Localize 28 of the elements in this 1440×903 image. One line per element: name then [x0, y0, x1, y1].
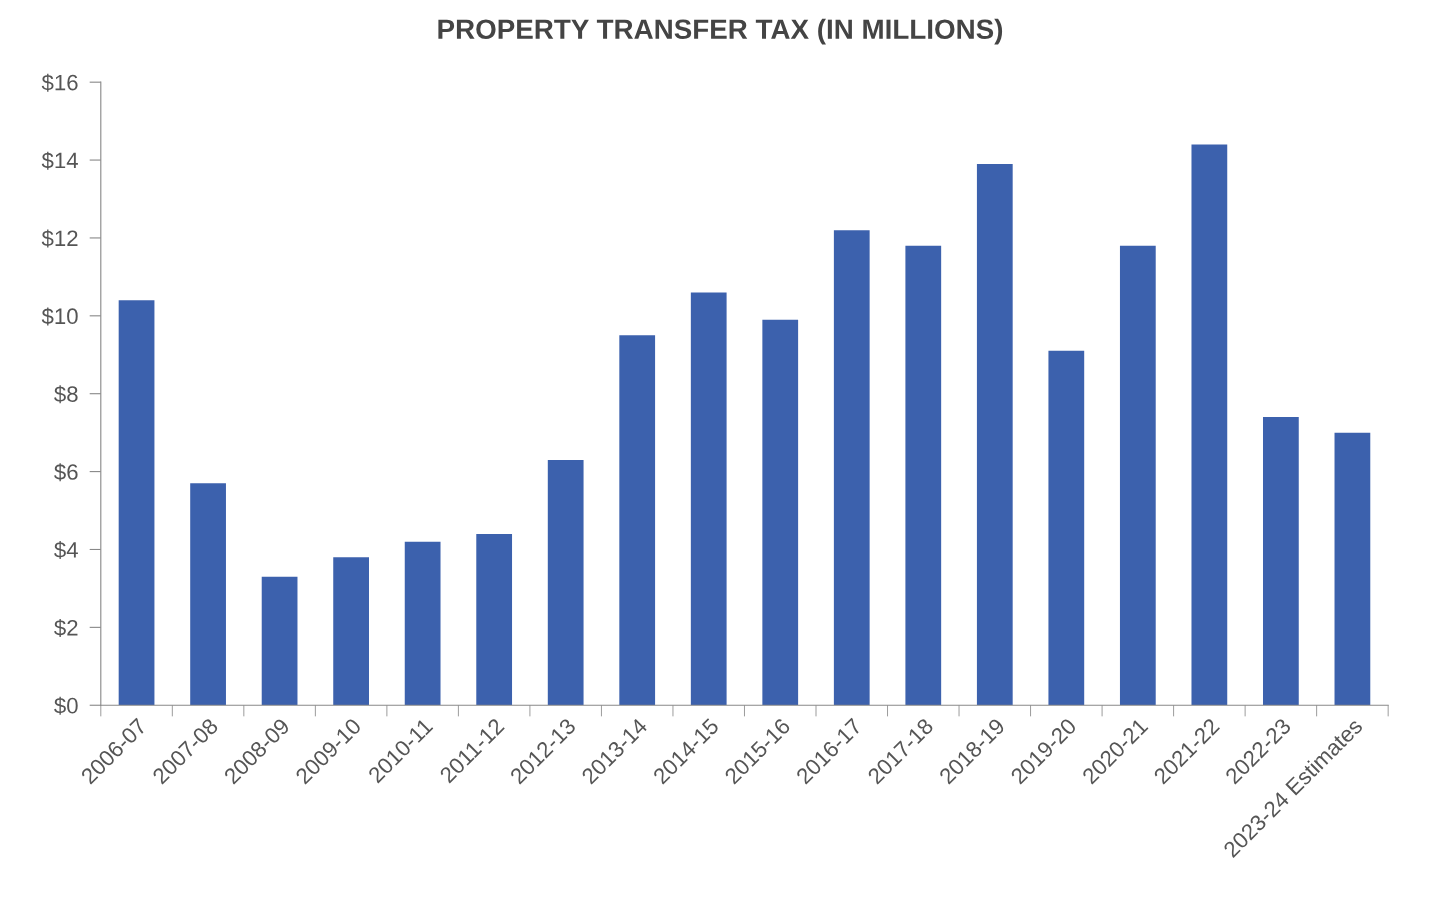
- chart-title: PROPERTY TRANSFER TAX (IN MILLIONS): [438, 18, 1003, 45]
- y-tick-label: $10: [41, 307, 78, 326]
- bar: [1263, 417, 1299, 706]
- bar: [190, 483, 226, 706]
- bar: [690, 292, 727, 706]
- bar: [404, 541, 441, 706]
- y-tick-label: $16: [41, 73, 78, 92]
- y-tick-label: $2: [54, 618, 78, 637]
- y-tick-label: $12: [41, 229, 78, 248]
- bar: [476, 533, 513, 706]
- y-tick-label: $6: [54, 463, 78, 482]
- bar: [1048, 350, 1085, 706]
- bar: [833, 230, 870, 706]
- bar: [1191, 144, 1228, 706]
- bar: [261, 576, 298, 706]
- y-tick-label: $8: [54, 385, 78, 404]
- bar: [619, 335, 656, 706]
- y-tick-label: $14: [41, 151, 78, 170]
- bar: [1334, 432, 1371, 706]
- bar: [905, 245, 942, 706]
- bar: [762, 319, 799, 706]
- bar: [118, 300, 155, 706]
- bar: [547, 459, 584, 706]
- bar: [1119, 245, 1156, 706]
- bar: [976, 163, 1013, 706]
- y-tick-label: $4: [54, 541, 78, 560]
- y-tick-label: $0: [54, 696, 78, 715]
- bar: [333, 557, 369, 706]
